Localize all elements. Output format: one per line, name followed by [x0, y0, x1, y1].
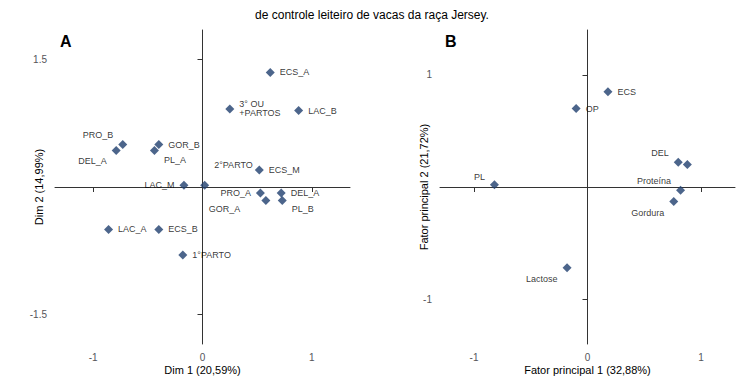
svg-text:DEL_A: DEL_A [291, 188, 320, 198]
svg-text:LAC_B: LAC_B [308, 106, 337, 116]
svg-text:1°PARTO: 1°PARTO [192, 250, 231, 260]
svg-text:ECS_A: ECS_A [280, 67, 310, 77]
svg-text:PL: PL [474, 172, 485, 182]
svg-text:PL_A: PL_A [164, 155, 186, 165]
svg-text:Gordura: Gordura [631, 208, 664, 218]
svg-text:DEL_A: DEL_A [78, 156, 107, 166]
svg-text:ECS_B: ECS_B [168, 224, 198, 234]
svg-text:GOR_B: GOR_B [168, 140, 200, 150]
svg-text:Fator principal 1 (32,88%): Fator principal 1 (32,88%) [524, 364, 651, 376]
svg-text:2°PARTO: 2°PARTO [214, 160, 253, 170]
svg-text:-1: -1 [470, 352, 479, 363]
svg-text:0: 0 [585, 352, 591, 363]
svg-text:DEL: DEL [651, 148, 669, 158]
svg-text:B: B [445, 33, 457, 50]
svg-text:GOR_A: GOR_A [209, 204, 241, 214]
svg-text:Dim 2 (14,99%): Dim 2 (14,99%) [33, 149, 45, 225]
svg-text:Proteína: Proteína [637, 176, 671, 186]
svg-text:0: 0 [200, 352, 206, 363]
svg-text:-1: -1 [423, 294, 432, 305]
svg-text:1: 1 [426, 69, 432, 80]
svg-text:1: 1 [309, 352, 315, 363]
svg-text:-1.5: -1.5 [30, 309, 48, 320]
svg-text:PRO_B: PRO_B [83, 130, 114, 140]
svg-text:de controle leiteiro de vacas: de controle leiteiro de vacas da raça Je… [255, 8, 489, 22]
svg-text:Fator principal 2 (21,72%): Fator principal 2 (21,72%) [418, 124, 430, 251]
svg-text:1.5: 1.5 [33, 54, 47, 65]
svg-text:OP: OP [586, 104, 599, 114]
svg-text:ECS: ECS [617, 87, 636, 97]
svg-text:-1: -1 [89, 352, 98, 363]
svg-text:LAC_A: LAC_A [118, 224, 147, 234]
svg-text:1: 1 [698, 352, 704, 363]
svg-text:PRO_A: PRO_A [220, 188, 251, 198]
svg-text:3° OU: 3° OU [239, 99, 264, 110]
svg-text:Lactose: Lactose [526, 274, 558, 284]
svg-text:PL_B: PL_B [292, 204, 314, 214]
svg-text:ECS_M: ECS_M [269, 165, 300, 175]
svg-text:LAC_M: LAC_M [144, 180, 174, 190]
svg-text:Dim 1 (20,59%): Dim 1 (20,59%) [164, 364, 240, 376]
svg-text:+PARTOS: +PARTOS [239, 108, 280, 118]
svg-text:A: A [60, 33, 72, 50]
